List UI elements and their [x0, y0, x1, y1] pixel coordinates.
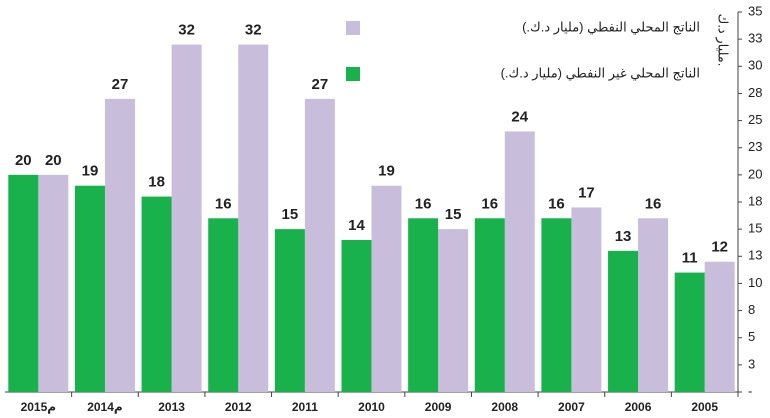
- y-tick-label: 30: [748, 58, 762, 73]
- bar: [208, 218, 239, 392]
- legend-swatch: [346, 21, 360, 35]
- bar: [304, 98, 335, 392]
- bar: [8, 174, 39, 392]
- y-tick-label: 18: [748, 193, 762, 208]
- bar: [371, 185, 402, 392]
- value-label: 16: [645, 195, 662, 212]
- y-axis-label: مليار د.ك.: [715, 14, 731, 67]
- y-tick-label: 8: [748, 302, 755, 317]
- value-label: 12: [711, 239, 728, 256]
- bar: [571, 207, 602, 392]
- bar: [674, 272, 705, 392]
- value-label: 13: [615, 228, 632, 245]
- value-label: 27: [112, 76, 129, 93]
- value-label: 16: [481, 195, 498, 212]
- y-tick-label: 3: [748, 356, 755, 371]
- value-label: 19: [378, 163, 395, 180]
- y-tick-label: 5: [748, 329, 755, 344]
- value-label: 32: [178, 22, 195, 39]
- y-tick-label: 20: [748, 166, 762, 181]
- value-label: 17: [578, 184, 595, 201]
- value-label: 15: [445, 206, 462, 223]
- bar: [474, 218, 505, 392]
- y-tick-label: 28: [748, 85, 762, 100]
- x-tick-label: 2007: [558, 400, 585, 414]
- value-label: 32: [245, 22, 262, 39]
- bar: [171, 44, 202, 392]
- y-tick-label: 10: [748, 275, 762, 290]
- value-label: 27: [312, 76, 329, 93]
- x-tick-label: 2014م: [87, 400, 123, 415]
- bar: [38, 174, 69, 392]
- bar: [608, 250, 639, 392]
- legend-label: الناتج المحلي النفطي (مليار د.ك.): [522, 19, 700, 35]
- bar: [638, 218, 669, 392]
- value-label: 16: [548, 195, 565, 212]
- x-tick-label: 2005: [691, 400, 718, 414]
- y-tick-label: 33: [748, 31, 762, 46]
- x-tick-label: 2008: [491, 400, 518, 414]
- bar: [704, 261, 735, 392]
- x-tick-label: 2013: [158, 400, 185, 414]
- y-tick-label: 13: [748, 248, 762, 263]
- bar: [141, 196, 172, 392]
- value-label: 19: [82, 163, 99, 180]
- legend-label: الناتج المحلي غير النفطي (مليار د.ك.): [501, 65, 700, 81]
- value-label: 11: [682, 250, 698, 267]
- bar: [341, 240, 372, 392]
- y-tick-label: -: [748, 383, 752, 398]
- value-label: 20: [45, 152, 62, 169]
- value-label: 18: [148, 174, 165, 191]
- bar: [408, 218, 439, 392]
- y-tick-label: 15: [748, 221, 762, 236]
- x-tick-label: 2009: [425, 400, 452, 414]
- value-label: 16: [415, 195, 432, 212]
- bar: [274, 229, 305, 392]
- x-tick-label: 2010: [358, 400, 385, 414]
- y-tick-label: 25: [748, 112, 762, 127]
- bar: [438, 229, 469, 392]
- bar: [504, 131, 535, 392]
- bar: [541, 218, 572, 392]
- x-tick-label: 2012: [225, 400, 252, 414]
- value-label: 24: [511, 108, 528, 125]
- value-label: 16: [215, 195, 232, 212]
- y-tick-label: 23: [748, 139, 762, 154]
- x-tick-label: 2006: [625, 400, 652, 414]
- legend-swatch: [346, 67, 360, 81]
- x-tick-label: 2011: [292, 400, 318, 414]
- value-label: 15: [282, 206, 299, 223]
- bar: [74, 185, 105, 392]
- value-label: 14: [348, 217, 365, 234]
- y-tick-label: 35: [748, 3, 762, 18]
- bar: [104, 98, 135, 392]
- x-tick-label: 2015م: [21, 400, 56, 415]
- bar: [238, 44, 269, 392]
- value-label: 20: [15, 152, 32, 169]
